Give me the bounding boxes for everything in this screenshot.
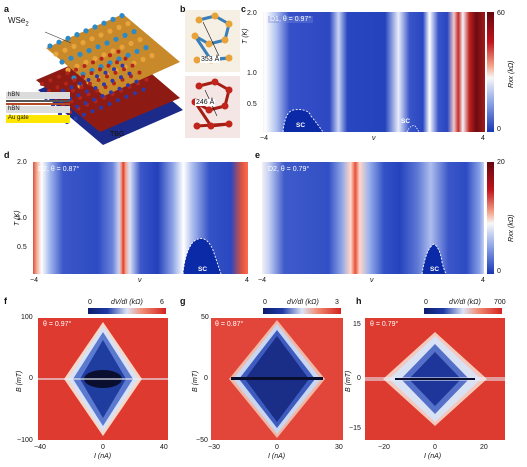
panel-e-colorbar [487, 162, 494, 274]
panel-c-xlabel: ν [372, 135, 376, 142]
panel-label-d: d [4, 150, 10, 160]
panel-f-cbar-label: dV/dI (kΩ) [111, 299, 143, 306]
panel-label-b: b [180, 4, 186, 14]
panel-d-title: D2, θ = 0.87° [38, 166, 80, 173]
panel-g-cbar-max: 3 [335, 299, 339, 306]
panel-c-ytick-05: 0.5 [247, 101, 257, 108]
panel-c-sc-label-1: SC [296, 122, 306, 129]
panel-c-cbar-max: 60 [497, 10, 505, 17]
panel-g-colorbar [263, 308, 341, 314]
panel-c-cbar-label: Rxx (kΩ) [508, 60, 515, 89]
panel-label-h: h [356, 296, 362, 306]
panel-e-xlabel: ν [370, 277, 374, 284]
panel-e-cbar-max: 20 [497, 159, 505, 166]
stack-hbn-top: hBN [6, 92, 70, 99]
panel-f-xtick-left: −40 [34, 444, 46, 451]
panel-c-ytick-1: 1.0 [247, 70, 257, 77]
panel-f-xtick-right: 40 [160, 444, 168, 451]
panel-h-xtick-right: 20 [480, 444, 488, 451]
panel-c-title: D1, θ = 0.97° [268, 16, 314, 23]
panel-label-g: g [180, 296, 186, 306]
panel-e-heatmap [262, 162, 484, 274]
panel-h-title: θ = 0.79° [370, 321, 399, 328]
label-wse2: WSe2 [8, 16, 29, 28]
panel-c-colorbar [487, 12, 494, 132]
stack-diagram: hBN hBN Au gate [6, 92, 70, 128]
panel-f-cbar-min: 0 [88, 299, 92, 306]
label-tbg: TBG [110, 131, 125, 138]
panel-h-cbar-min: 0 [424, 299, 428, 306]
panel-f-title: θ = 0.97° [43, 321, 72, 328]
panel-g-heatmap [211, 318, 343, 440]
panel-d-sc-dome [182, 237, 222, 275]
panel-g-title: θ = 0.87° [215, 321, 244, 328]
panel-c-xtick-right: 4 [481, 135, 485, 142]
panel-d-ylabel: T (K) [14, 210, 21, 226]
panel-g-ylabel: B (mT) [192, 370, 199, 392]
panel-f-ytick-mid: 0 [29, 375, 33, 382]
panel-f-cbar-max: 6 [160, 299, 164, 306]
panel-h-xtick-mid: 0 [433, 444, 437, 451]
panel-g-xtick-mid: 0 [275, 444, 279, 451]
panel-g-cbar-min: 0 [263, 299, 267, 306]
panel-e-cbar-min: 0 [497, 268, 501, 275]
panel-label-e: e [255, 150, 261, 160]
panel-f-xtick-mid: 0 [101, 444, 105, 451]
panel-c-sc-dome [282, 109, 420, 133]
panel-f-ylabel: B (mT) [16, 370, 23, 392]
panel-g-xtick-right: 30 [335, 444, 343, 451]
panel-label-a: a [4, 4, 10, 14]
panel-e-xtick-left: −4 [258, 277, 266, 284]
panel-e-title: D2, θ = 0.79° [268, 166, 310, 173]
distance-top-label: 353 Å [200, 56, 221, 63]
panel-g-ytick-mid: 0 [204, 375, 208, 382]
panel-h-ytick-mid: 0 [357, 375, 361, 382]
panel-f-colorbar [88, 308, 166, 314]
panel-c-xtick-left: −4 [260, 135, 268, 142]
panel-e-cbar-label: Rxx (kΩ) [508, 214, 515, 243]
panel-h-heatmap [365, 318, 505, 440]
panel-g-xlabel: I (nA) [268, 453, 286, 460]
panel-d-xtick-right: 4 [245, 277, 249, 284]
panel-g-ytick-bottom: −50 [196, 437, 208, 444]
stack-au-gate: Au gate [6, 115, 70, 123]
panel-label-f: f [4, 296, 7, 306]
panel-f-xlabel: I (nA) [94, 453, 112, 460]
panel-c-ylabel: T (K) [242, 28, 249, 44]
panel-d-ytick-2: 2.0 [17, 159, 27, 166]
stack-wse2-line [6, 103, 70, 105]
panel-g-ytick-top: 50 [201, 314, 209, 321]
panel-f-heatmap [38, 318, 168, 440]
panel-f-ytick-bottom: −100 [17, 437, 33, 444]
panel-h-cbar-label: dV/dI (kΩ) [449, 299, 481, 306]
panel-h-ylabel: B (mT) [345, 370, 352, 392]
panel-d-sc-label: SC [198, 266, 208, 273]
panel-b-zoom-bottom [185, 76, 240, 138]
panel-d-xlabel: ν [138, 277, 142, 284]
panel-h-cbar-max: 700 [494, 299, 506, 306]
panel-g-xtick-left: −30 [208, 444, 220, 451]
panel-e-sc-label: SC [430, 266, 440, 273]
panel-label-c: c [241, 4, 247, 14]
panel-h-xlabel: I (nA) [424, 453, 442, 460]
panel-e-sc-dome [421, 243, 447, 275]
panel-h-colorbar [424, 308, 502, 314]
panel-a-lattice-illustration [36, 13, 183, 145]
panel-c-ytick-2: 2.0 [247, 10, 257, 17]
panel-h-ytick-bottom: −15 [349, 425, 361, 432]
panel-h-xtick-left: −20 [378, 444, 390, 451]
panel-h-ytick-top: 15 [353, 321, 361, 328]
stack-tbg-line [6, 100, 70, 102]
panel-g-cbar-label: dV/dI (kΩ) [287, 299, 319, 306]
stack-hbn-bottom: hBN [6, 106, 70, 113]
panel-c-sc-label-2: SC [401, 118, 411, 125]
panel-d-xtick-left: −4 [30, 277, 38, 284]
panel-d-ytick-1: 1.0 [17, 215, 27, 222]
panel-f-ytick-top: 100 [21, 314, 33, 321]
panel-e-xtick-right: 4 [481, 277, 485, 284]
panel-c-cbar-min: 0 [497, 126, 501, 133]
distance-bottom-label: 246 Å [195, 99, 216, 106]
panel-d-ytick-05: 0.5 [17, 244, 27, 251]
